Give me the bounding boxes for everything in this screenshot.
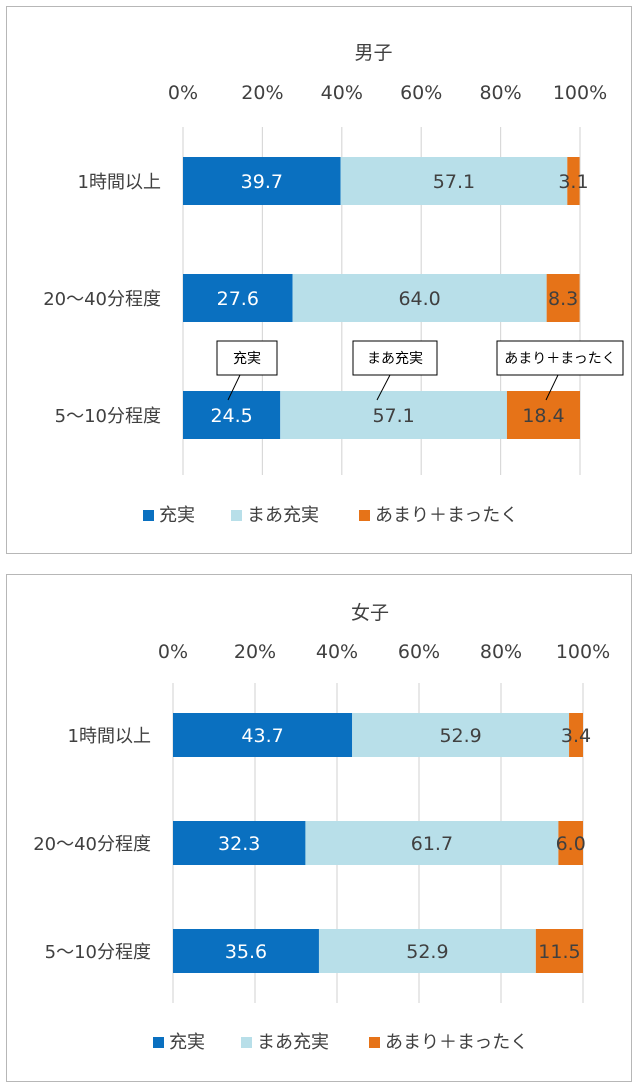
x-tick-label: 60% [400, 82, 442, 104]
data-label: 6.0 [556, 833, 586, 855]
data-label: 32.3 [218, 833, 260, 855]
chart-male: 男子 0% 20% 40% 60% 80% 100% 1時間以上 39.7 57.1 3.1 20～4… [43, 42, 624, 526]
bar-segment-somewhat [305, 821, 559, 865]
legend-label: まあ充実 [257, 1032, 329, 1053]
bar-segment-notmuch [535, 929, 583, 973]
data-label: 61.7 [411, 833, 453, 855]
data-label: 11.5 [538, 941, 580, 963]
callout-leader-line [376, 374, 391, 401]
legend-label: まあ充実 [247, 505, 319, 526]
x-tick-label: 100% [553, 82, 607, 104]
x-tick-label: 0% [168, 82, 198, 104]
legend-swatch-fulfilled [153, 1037, 164, 1048]
legend-swatch-notmuch [359, 510, 370, 521]
bar-segment-notmuch [546, 274, 580, 322]
legend-label: 充実 [159, 505, 195, 526]
x-tick-label: 40% [321, 82, 363, 104]
data-label: 52.9 [439, 725, 481, 747]
chart-panel-female: 女子 0% 20% 40% 60% 80% 100% 1時間以上 43.7 52.9 3.4 20～4… [6, 574, 632, 1082]
data-label: 18.4 [522, 405, 564, 427]
x-tick-label: 40% [316, 641, 358, 663]
y-category-label: 5～10分程度 [45, 942, 151, 963]
bar-segment-notmuch [569, 713, 583, 757]
legend-swatch-somewhat [231, 510, 242, 521]
bar-segment-somewhat [340, 157, 568, 205]
data-label: 8.3 [548, 288, 578, 310]
bar-segment-fulfilled [173, 821, 306, 865]
y-category-label: 5～10分程度 [55, 406, 161, 427]
data-label: 64.0 [398, 288, 440, 310]
data-label: 35.6 [225, 941, 267, 963]
y-category-label: 1時間以上 [78, 172, 161, 193]
x-tick-label: 20% [241, 82, 283, 104]
y-category-label: 20～40分程度 [33, 834, 151, 855]
x-tick-label: 80% [480, 641, 522, 663]
x-tick-label: 0% [158, 641, 188, 663]
callout-label: まあ充実 [367, 351, 423, 367]
data-label: 57.1 [433, 171, 475, 193]
data-label: 39.7 [241, 171, 283, 193]
y-category-label: 1時間以上 [68, 726, 151, 747]
bar-segment-fulfilled [183, 157, 341, 205]
x-tick-label: 80% [479, 82, 521, 104]
x-tick-label: 60% [398, 641, 440, 663]
chart-female: 女子 0% 20% 40% 60% 80% 100% 1時間以上 43.7 52.9 3.4 20～4… [33, 602, 610, 1053]
callout-label: あまり＋まったく [504, 351, 615, 367]
legend-swatch-fulfilled [143, 510, 154, 521]
x-tick-label: 100% [556, 641, 610, 663]
legend-swatch-notmuch [369, 1037, 380, 1048]
chart-panel-male: 男子 0% 20% 40% 60% 80% 100% 1時間以上 39.7 57.1 3.1 20～4… [6, 6, 632, 554]
data-label: 27.6 [217, 288, 259, 310]
legend-swatch-somewhat [241, 1037, 252, 1048]
bar-segment-fulfilled [173, 929, 319, 973]
bar-segment-somewhat [352, 713, 570, 757]
legend-label: 充実 [169, 1032, 205, 1053]
bar-segment-notmuch [506, 391, 580, 439]
bar-segment-somewhat [280, 391, 507, 439]
bar-segment-somewhat [318, 929, 536, 973]
bar-segment-notmuch [567, 157, 580, 205]
legend-label: あまり＋まったく [385, 1032, 528, 1053]
data-label: 57.1 [372, 405, 414, 427]
callout-box [216, 340, 278, 376]
data-label: 24.5 [210, 405, 252, 427]
callout-leader-line [227, 374, 241, 401]
callout-box [352, 340, 438, 376]
data-label: 43.7 [241, 725, 283, 747]
callout-leader-line [545, 374, 559, 401]
y-category-label: 20～40分程度 [43, 289, 161, 310]
bar-segment-somewhat [292, 274, 547, 322]
callout-box [496, 340, 624, 376]
data-label: 3.1 [558, 171, 588, 193]
callout-label: 充実 [233, 351, 261, 367]
bar-segment-fulfilled [183, 391, 281, 439]
chart-title: 女子 [351, 602, 389, 624]
data-label: 52.9 [406, 941, 448, 963]
data-label: 3.4 [561, 725, 591, 747]
bar-segment-fulfilled [183, 274, 293, 322]
bar-segment-notmuch [558, 821, 583, 865]
chart-title: 男子 [354, 42, 392, 64]
x-tick-label: 20% [234, 641, 276, 663]
bar-segment-fulfilled [173, 713, 353, 757]
legend-label: あまり＋まったく [375, 505, 518, 526]
